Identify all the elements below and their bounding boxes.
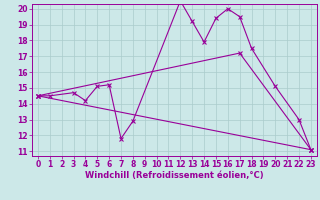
X-axis label: Windchill (Refroidissement éolien,°C): Windchill (Refroidissement éolien,°C) [85,171,264,180]
